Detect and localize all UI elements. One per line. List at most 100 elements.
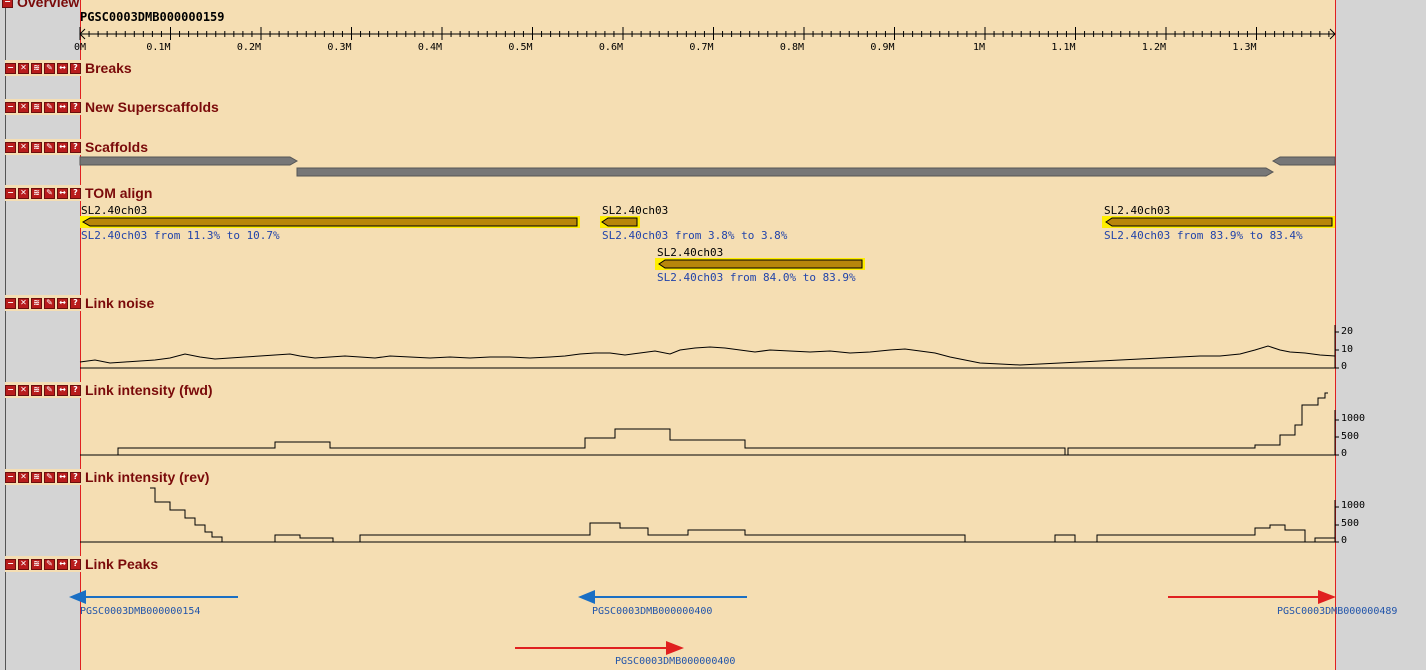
resize-icon[interactable]: ↔ [57,297,68,309]
rss-icon[interactable]: ≋ [31,187,42,199]
rss-icon[interactable]: ≋ [31,558,42,570]
resize-icon[interactable]: ↔ [57,471,68,483]
resize-icon[interactable]: ↔ [57,384,68,396]
help-icon[interactable]: ? [70,471,81,483]
rss-icon[interactable]: ≋ [31,141,42,153]
track-title: TOM align [85,185,153,201]
ruler-label: 0.4M [418,42,442,52]
edit-icon[interactable]: ✎ [44,471,55,483]
minus-icon[interactable]: − [5,187,16,199]
rev-axis-label: 500 [1341,518,1360,529]
resize-icon[interactable]: ↔ [57,187,68,199]
resize-icon[interactable]: ↔ [57,62,68,74]
rss-icon[interactable]: ≋ [31,101,42,113]
noise-axis-label: 10 [1341,344,1354,355]
close-icon[interactable]: ✕ [18,101,29,113]
tom-feature[interactable] [658,259,863,269]
fwd-axis [1334,410,1339,456]
track-header-link-peaks: − ✕ ≋ ✎ ↔? Link Peaks [5,556,163,572]
scaffold-feature[interactable] [79,156,299,166]
minus-icon[interactable]: − [2,0,13,8]
close-icon[interactable]: ✕ [18,471,29,483]
rss-icon[interactable]: ≋ [31,471,42,483]
close-icon[interactable]: ✕ [18,62,29,74]
track-header-link-rev: − ✕ ≋ ✎ ↔? Link intensity (rev) [5,469,214,485]
tom-feature-name: SL2.40ch03 [657,246,724,259]
tom-feature-desc: SL2.40ch03 from 84.0% to 83.9% [657,271,856,284]
close-icon[interactable]: ✕ [18,558,29,570]
rss-icon[interactable]: ≋ [31,384,42,396]
help-icon[interactable]: ? [70,297,81,309]
edit-icon[interactable]: ✎ [44,187,55,199]
help-icon[interactable]: ? [70,141,81,153]
peak-label: PGSC0003DMB000000400 [592,606,713,617]
ruler-label: 0.1M [146,42,170,52]
noise-axis-label: 20 [1341,326,1354,337]
minus-icon[interactable]: − [5,141,16,153]
ruler[interactable]: 0M 0.1M 0.2M 0.3M 0.4M 0.5M 0.6M 0.7M 0.8M 0.9M 1M… [0,22,1426,52]
help-icon[interactable]: ? [70,558,81,570]
fwd-axis-label: 1000 [1341,413,1366,424]
tom-feature[interactable] [81,217,578,227]
minus-icon[interactable]: − [5,471,16,483]
ruler-label: 1M [973,42,985,52]
tom-feature[interactable] [1105,217,1333,227]
fwd-axis-label: 0 [1341,448,1348,459]
track-area[interactable] [80,0,1335,670]
tom-feature[interactable] [601,217,638,227]
track-title: Breaks [85,60,132,76]
resize-icon[interactable]: ↔ [57,101,68,113]
edit-icon[interactable]: ✎ [44,297,55,309]
ruler-label: 0.9M [870,42,894,52]
ruler-label: 0.5M [508,42,532,52]
rss-icon[interactable]: ≋ [31,297,42,309]
edit-icon[interactable]: ✎ [44,101,55,113]
edit-icon[interactable]: ✎ [44,384,55,396]
help-icon[interactable]: ? [70,62,81,74]
peak-label: PGSC0003DMB000000400 [615,656,736,667]
rev-axis-label: 1000 [1341,500,1366,511]
minus-icon[interactable]: − [5,101,16,113]
rev-axis-label: 0 [1341,535,1348,546]
edit-icon[interactable]: ✎ [44,558,55,570]
track-title: Link intensity (fwd) [85,382,213,398]
ruler-label: 1.2M [1142,42,1166,52]
peak-arrow-reverse[interactable] [578,590,747,604]
help-icon[interactable]: ? [70,187,81,199]
track-title: Link Peaks [85,556,159,572]
help-icon[interactable]: ? [70,384,81,396]
track-title: Link intensity (rev) [85,469,210,485]
ruler-end-arrow [79,28,86,40]
overview-title: Overview [17,0,80,10]
track-header-new-superscaffolds: − ✕ ≋ ✎ ↔? New Superscaffolds [5,99,223,115]
help-icon[interactable]: ? [70,101,81,113]
edit-icon[interactable]: ✎ [44,62,55,74]
peak-arrow-forward[interactable] [1168,590,1336,604]
scaffold-feature[interactable] [1271,156,1336,166]
track-header-tom-align: − ✕ ≋ ✎ ↔? TOM align [5,185,157,201]
close-icon[interactable]: ✕ [18,384,29,396]
resize-icon[interactable]: ↔ [57,558,68,570]
ruler-label: 0.6M [599,42,623,52]
minus-icon[interactable]: − [5,558,16,570]
peak-arrow-forward[interactable] [515,641,684,655]
close-icon[interactable]: ✕ [18,141,29,153]
minus-icon[interactable]: − [5,62,16,74]
peak-label: PGSC0003DMB000000489 [1277,606,1398,617]
track-header-breaks: − ✕ ≋ ✎ ↔? Breaks [5,60,136,76]
fwd-axis-label: 500 [1341,431,1360,442]
noise-axis [1334,325,1339,369]
close-icon[interactable]: ✕ [18,297,29,309]
peak-arrow-reverse[interactable] [69,590,238,604]
close-icon[interactable]: ✕ [18,187,29,199]
tom-feature-name: SL2.40ch03 [602,204,669,217]
ruler-label: 0.3M [327,42,351,52]
edit-icon[interactable]: ✎ [44,141,55,153]
scaffold-feature[interactable] [296,167,1275,177]
left-boundary-line [80,0,81,670]
minus-icon[interactable]: − [5,297,16,309]
minus-icon[interactable]: − [5,384,16,396]
rss-icon[interactable]: ≋ [31,62,42,74]
resize-icon[interactable]: ↔ [57,141,68,153]
